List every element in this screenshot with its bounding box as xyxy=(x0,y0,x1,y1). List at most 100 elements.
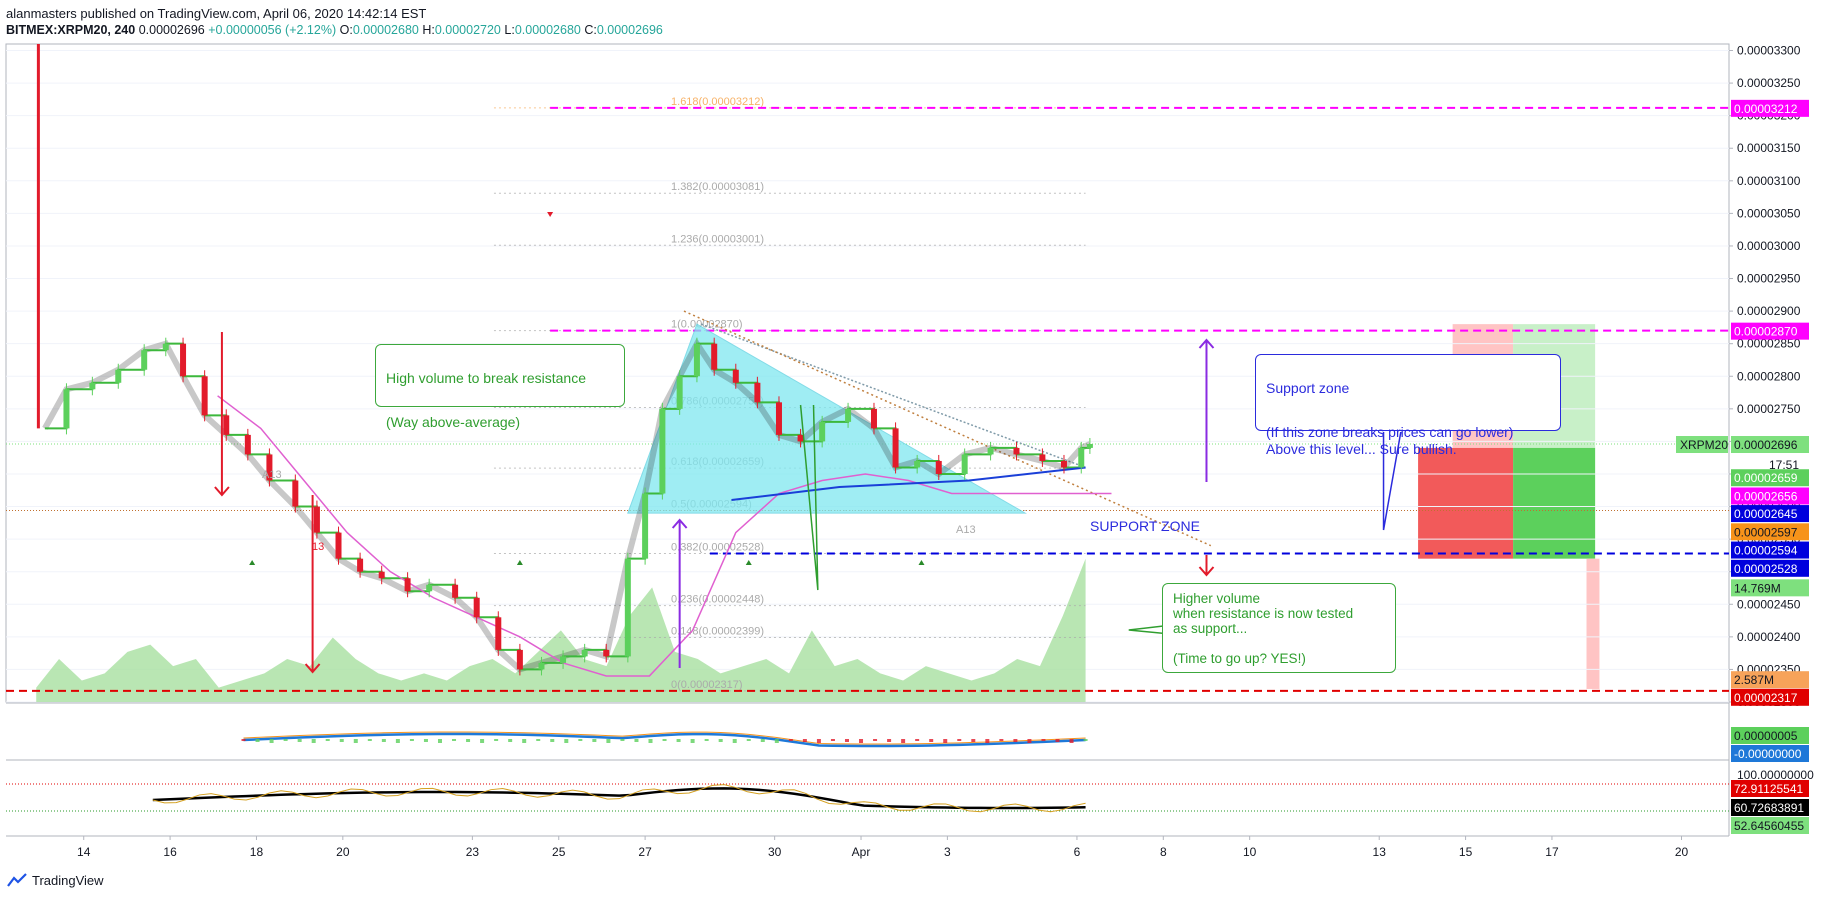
macd-histogram-bar xyxy=(353,739,358,743)
candle xyxy=(162,343,169,351)
buy-signal-marker xyxy=(249,560,256,565)
macd-histogram-bar xyxy=(269,739,274,743)
price-tick-label: 0.00002450 xyxy=(1737,597,1801,611)
candle xyxy=(711,343,718,370)
macd-histogram-bar xyxy=(578,739,583,741)
volume-break-line2: (Way above-average) xyxy=(386,414,521,430)
candle xyxy=(313,506,320,533)
candle xyxy=(659,408,666,494)
macd-histogram-bar xyxy=(676,739,681,742)
macd-histogram-bar xyxy=(844,739,849,742)
entry-zone xyxy=(1513,447,1596,559)
candle xyxy=(426,584,433,592)
fib-level-label: 0.382(0.00002528) xyxy=(671,541,764,553)
candle xyxy=(732,369,739,383)
fib-level-label: 0(0.00002317) xyxy=(671,679,743,691)
candle xyxy=(603,649,610,657)
moving-average-magenta xyxy=(217,395,1112,677)
macd-histogram-bar xyxy=(255,739,260,742)
osc-tag-label: 60.72683891 xyxy=(1734,801,1804,815)
candle xyxy=(89,382,96,390)
macd-tag-label: -0.00000000 xyxy=(1734,747,1802,761)
macd-tag-bg xyxy=(1731,745,1809,762)
candle xyxy=(180,343,187,377)
price-tick-label: 0.00002900 xyxy=(1737,304,1801,318)
macd-histogram-bar xyxy=(395,739,400,743)
support-zone-annotation[interactable]: Support zone (If this zone breaks prices… xyxy=(1255,354,1561,457)
stop-loss-zone xyxy=(1418,447,1514,559)
macd-histogram-bar xyxy=(1055,739,1060,742)
price-tag-bg xyxy=(1731,541,1809,559)
macd-histogram-bar xyxy=(690,739,695,743)
macd-tag-bg xyxy=(1731,727,1809,744)
osc-tag-label: 52.64560455 xyxy=(1734,819,1804,833)
price-tick-label: 0.00003300 xyxy=(1737,44,1801,58)
macd-histogram-bar xyxy=(423,739,428,742)
candle xyxy=(516,649,523,670)
candle xyxy=(935,460,942,474)
time-tick-label: 8 xyxy=(1160,845,1167,859)
macd-histogram-bar xyxy=(774,739,779,743)
macd-histogram-bar xyxy=(971,739,976,742)
candle xyxy=(1013,447,1020,455)
price-tag-bg xyxy=(1731,505,1809,523)
time-tick-label: 20 xyxy=(1675,845,1689,859)
volume-break-line1: High volume to break resistance xyxy=(386,370,586,386)
candle xyxy=(775,402,782,435)
price-tag-label: 0.00002528 xyxy=(1734,562,1798,576)
macd-histogram-bar xyxy=(437,739,442,743)
macd-histogram-bar xyxy=(1083,739,1088,741)
macd-histogram-bar xyxy=(760,739,765,742)
macd-histogram-bar xyxy=(480,739,485,743)
macd-signal-line xyxy=(243,731,1086,745)
macd-histogram-bar xyxy=(297,739,302,742)
macd-histogram-bar xyxy=(788,739,793,741)
price-tag-label: 0.00002645 xyxy=(1734,507,1798,521)
time-tick-label: 23 xyxy=(466,845,480,859)
oscillator-line xyxy=(152,787,1086,810)
symbol-tag-label: XRPM20 xyxy=(1680,438,1728,452)
last-price: 0.00002696 xyxy=(138,23,205,37)
macd-histogram-bar xyxy=(241,739,246,741)
candle xyxy=(292,480,299,507)
macd-histogram-bar xyxy=(887,739,892,742)
time-tick-label: 14 xyxy=(77,845,91,859)
support-zone-label: SUPPORT ZONE xyxy=(1090,518,1200,534)
macd-histogram-bar xyxy=(409,739,414,741)
symbol-ohlc-line: BITMEX:XRPM20, 240 0.00002696 +0.0000005… xyxy=(6,23,663,37)
higher-volume-annotation[interactable]: Higher volume when resistance is now tes… xyxy=(1162,583,1396,673)
descending-resistance-line xyxy=(700,323,1086,469)
volume-break-annotation[interactable]: High volume to break resistance (Way abo… xyxy=(375,344,625,430)
macd-histogram-bar xyxy=(311,739,316,743)
macd-histogram-bar xyxy=(704,739,709,741)
tradingview-footer[interactable]: TradingView xyxy=(6,872,104,888)
osc-tag-label: 72.91125541 xyxy=(1734,782,1804,796)
oscillator-signal-line xyxy=(152,784,1086,813)
price-tag-label: 0.00002597 xyxy=(1734,525,1798,539)
candle xyxy=(581,649,588,657)
candle xyxy=(1078,447,1085,468)
price-tick-label: 0.00002850 xyxy=(1737,337,1801,351)
osc-tick-label: 100.00000000 xyxy=(1737,768,1814,782)
time-tick-label: 13 xyxy=(1373,845,1387,859)
osc-tag-bg xyxy=(1731,780,1809,797)
macd-histogram-bar xyxy=(634,739,639,742)
high-label: H: xyxy=(422,23,435,37)
low-label: L: xyxy=(504,23,515,37)
symbol-label[interactable]: BITMEX:XRPM20, 240 xyxy=(6,23,136,37)
open-value: 0.00002680 xyxy=(352,23,419,37)
osc-tag-bg xyxy=(1731,799,1809,816)
countdown-label: 17:51 xyxy=(1769,458,1799,472)
fib-level-label: 1.382(0.00003081) xyxy=(671,181,764,193)
macd-histogram-bar xyxy=(466,739,471,742)
price-tag-label: 0.00002696 xyxy=(1734,438,1798,452)
fib-level-label: 1(0.00002870) xyxy=(671,319,743,331)
tradingview-logo-icon xyxy=(7,873,27,887)
time-tick-label: 25 xyxy=(552,845,566,859)
time-tick-label: 6 xyxy=(1074,845,1081,859)
price-tick-label: 0.00003050 xyxy=(1737,206,1801,220)
macd-histogram-bar xyxy=(830,739,835,741)
time-tick-label: 18 xyxy=(250,845,264,859)
price-tick-label: 0.00003150 xyxy=(1737,141,1801,155)
